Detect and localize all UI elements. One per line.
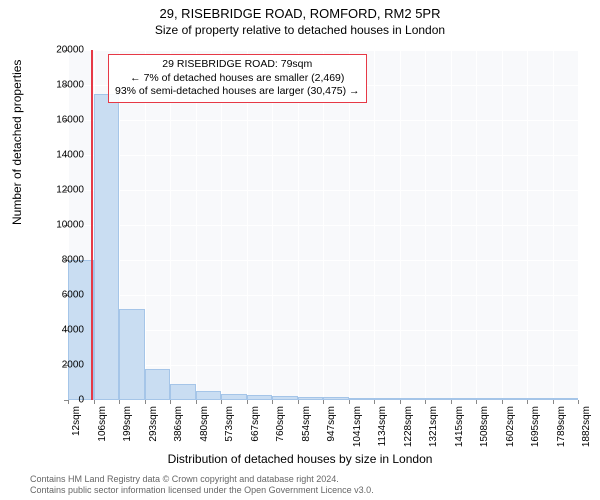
gridline-v: [527, 50, 528, 400]
xtick-label: 386sqm: [173, 406, 184, 456]
ytick-label: 20000: [44, 45, 84, 56]
gridline-v: [553, 50, 554, 400]
xtick-mark: [400, 400, 401, 404]
xtick-mark: [527, 400, 528, 404]
xtick-label: 1321sqm: [428, 406, 439, 456]
ytick-label: 2000: [44, 360, 84, 371]
histogram-bar: [400, 398, 426, 400]
histogram-bar: [196, 391, 222, 400]
histogram-bar: [502, 398, 528, 400]
annot-line2: ← 7% of detached houses are smaller (2,4…: [115, 72, 360, 86]
ytick-label: 4000: [44, 325, 84, 336]
xtick-mark: [119, 400, 120, 404]
histogram-bar: [527, 398, 553, 400]
xtick-mark: [298, 400, 299, 404]
gridline-v: [502, 50, 503, 400]
xtick-label: 199sqm: [122, 406, 133, 456]
histogram-bar: [451, 398, 477, 400]
xtick-label: 667sqm: [250, 406, 261, 456]
xtick-mark: [145, 400, 146, 404]
ytick-label: 14000: [44, 150, 84, 161]
gridline-v: [476, 50, 477, 400]
histogram-bar: [374, 398, 400, 400]
xtick-label: 1041sqm: [352, 406, 363, 456]
annot-line1: 29 RISEBRIDGE ROAD: 79sqm: [115, 58, 360, 72]
xtick-mark: [272, 400, 273, 404]
histogram-bar: [323, 397, 349, 400]
gridline-v: [425, 50, 426, 400]
xtick-label: 106sqm: [97, 406, 108, 456]
histogram-bar: [94, 94, 120, 400]
gridline-v: [578, 50, 579, 400]
histogram-bar: [476, 398, 502, 400]
gridline-v: [374, 50, 375, 400]
property-marker-line: [91, 50, 93, 400]
xtick-mark: [221, 400, 222, 404]
chart-area: 29 RISEBRIDGE ROAD: 79sqm ← 7% of detach…: [68, 50, 578, 400]
histogram-bar: [553, 398, 579, 400]
xtick-mark: [553, 400, 554, 404]
ytick-label: 6000: [44, 290, 84, 301]
histogram-bar: [247, 395, 273, 400]
gridline-v: [451, 50, 452, 400]
gridline-v: [400, 50, 401, 400]
xtick-mark: [476, 400, 477, 404]
y-axis-label: Number of detached properties: [10, 60, 24, 225]
xtick-mark: [451, 400, 452, 404]
ytick-label: 18000: [44, 80, 84, 91]
ytick-label: 10000: [44, 220, 84, 231]
ytick-label: 12000: [44, 185, 84, 196]
ytick-label: 8000: [44, 255, 84, 266]
xtick-mark: [247, 400, 248, 404]
ytick-label: 0: [44, 395, 84, 406]
xtick-label: 1602sqm: [505, 406, 516, 456]
annot-line3: 93% of semi-detached houses are larger (…: [115, 85, 360, 99]
xtick-label: 1695sqm: [530, 406, 541, 456]
xtick-mark: [323, 400, 324, 404]
footer-attribution: Contains HM Land Registry data © Crown c…: [30, 474, 374, 496]
xtick-mark: [94, 400, 95, 404]
annotation-box: 29 RISEBRIDGE ROAD: 79sqm ← 7% of detach…: [108, 54, 367, 103]
xtick-label: 1415sqm: [454, 406, 465, 456]
histogram-bar: [145, 369, 171, 401]
xtick-label: 573sqm: [224, 406, 235, 456]
histogram-bar: [298, 397, 324, 400]
xtick-label: 1882sqm: [581, 406, 592, 456]
ytick-label: 16000: [44, 115, 84, 126]
page-title: 29, RISEBRIDGE ROAD, ROMFORD, RM2 5PR: [0, 0, 600, 21]
xtick-mark: [425, 400, 426, 404]
xtick-label: 1228sqm: [403, 406, 414, 456]
xtick-label: 480sqm: [199, 406, 210, 456]
xtick-label: 760sqm: [275, 406, 286, 456]
histogram-bar: [425, 398, 451, 400]
xtick-label: 12sqm: [71, 406, 82, 456]
xtick-label: 293sqm: [148, 406, 159, 456]
footer-line2: Contains public sector information licen…: [30, 485, 374, 496]
chart-container: 29, RISEBRIDGE ROAD, ROMFORD, RM2 5PR Si…: [0, 0, 600, 500]
xtick-mark: [170, 400, 171, 404]
xtick-label: 1134sqm: [377, 406, 388, 456]
xtick-mark: [374, 400, 375, 404]
xtick-label: 1789sqm: [556, 406, 567, 456]
histogram-bar: [170, 384, 196, 400]
xtick-label: 947sqm: [326, 406, 337, 456]
page-subtitle: Size of property relative to detached ho…: [0, 21, 600, 41]
footer-line1: Contains HM Land Registry data © Crown c…: [30, 474, 374, 485]
histogram-bar: [272, 396, 298, 400]
xtick-label: 1508sqm: [479, 406, 490, 456]
histogram-bar: [349, 398, 375, 400]
xtick-mark: [502, 400, 503, 404]
xtick-label: 854sqm: [301, 406, 312, 456]
histogram-bar: [221, 394, 247, 400]
histogram-bar: [119, 309, 145, 400]
xtick-mark: [349, 400, 350, 404]
xtick-mark: [196, 400, 197, 404]
xtick-mark: [578, 400, 579, 404]
